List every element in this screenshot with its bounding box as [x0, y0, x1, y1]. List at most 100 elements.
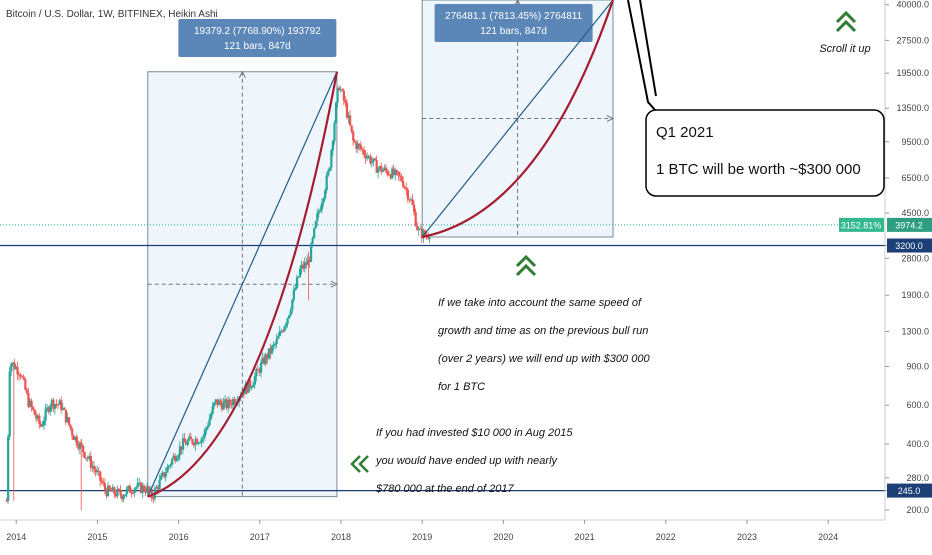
candle-body [394, 170, 397, 175]
candle-body [47, 407, 50, 412]
candle-body [52, 399, 55, 409]
candle-body [203, 429, 206, 437]
measure-label-line2-0: 121 bars, 847d [224, 41, 291, 52]
measure-arrow-1 [606, 115, 615, 122]
candle-body [214, 399, 217, 403]
candle-body [99, 471, 102, 481]
y-tick-label: 600.0 [906, 400, 929, 410]
candle-body [171, 459, 174, 465]
x-tick-label: 2024 [818, 532, 838, 542]
candle-body [156, 486, 160, 490]
candle-body [180, 446, 183, 450]
scroll-up-chevron-icon-2 [835, 19, 857, 33]
candle-body [280, 331, 283, 333]
candle-body [66, 417, 69, 423]
candle-body [316, 213, 319, 222]
candle-body [77, 445, 80, 449]
y-tick-label: 2800.0 [901, 253, 929, 263]
candle-body [281, 331, 285, 333]
candle-body [247, 380, 250, 393]
candle-body [147, 486, 150, 492]
callout-pointer [627, 0, 656, 111]
candle-body [13, 362, 16, 370]
candle-body [166, 466, 169, 473]
candle-body [284, 323, 288, 327]
y-tick-label: 1900.0 [901, 290, 929, 300]
projection-line-1 [421, 0, 614, 238]
candle-body [63, 407, 66, 410]
candle-body [303, 262, 306, 269]
candle-body [263, 357, 266, 364]
candle-body [319, 209, 322, 212]
candle-body [311, 237, 314, 244]
candle-body [46, 407, 49, 409]
candle-body [338, 87, 341, 91]
callout-box [645, 109, 885, 197]
candle-body [288, 315, 291, 319]
candle-body [341, 89, 344, 91]
x-tick-label: 2022 [656, 532, 676, 542]
candle-body [217, 400, 221, 406]
candle-body [256, 369, 260, 371]
candle-body [8, 371, 11, 437]
candle-body [144, 490, 147, 493]
y-tick-label: 280.0 [906, 473, 929, 483]
candle-body [413, 204, 416, 213]
candle-body [213, 402, 216, 407]
candle-body [5, 500, 8, 502]
candle-body [366, 156, 369, 159]
candle-body [67, 417, 71, 425]
candle-body [85, 457, 88, 459]
candle-body [375, 159, 378, 173]
candle-body [194, 439, 197, 446]
pct-label: 3152.81% [841, 220, 882, 230]
candle-body [195, 439, 199, 444]
candle-body [130, 492, 133, 494]
candle-body [233, 399, 236, 404]
speed-chevron-icon-1 [515, 254, 537, 268]
candle-body [330, 150, 333, 168]
candle-body [398, 175, 402, 177]
y-tick-label: 27500.0 [896, 35, 929, 45]
candle-body [163, 472, 166, 477]
candle-body [161, 472, 164, 476]
invest-text-line: If you had invested $10 000 in Aug 2015 [376, 427, 573, 439]
candle-body [172, 455, 175, 460]
measure-label-line1-1: 276481.1 (7813.45%) 2764811 [445, 11, 583, 22]
candle-body [69, 424, 72, 429]
scroll-up-chevron-icon [835, 10, 857, 33]
candle-body [131, 492, 135, 494]
candle-body [19, 375, 22, 377]
candle-body [355, 142, 358, 149]
candle-body [10, 363, 13, 372]
candle-body [202, 436, 205, 439]
overlay-lines [147, 0, 657, 498]
candle-body [339, 89, 342, 91]
candle-body [142, 485, 146, 491]
candle-body [205, 427, 208, 430]
candle-body [352, 131, 355, 141]
measure-arrow-0 [330, 280, 339, 288]
candle-body [292, 290, 295, 300]
candle-body [91, 465, 94, 468]
x-tick-label: 2021 [575, 532, 595, 542]
candle-body [158, 479, 161, 490]
x-tick-label: 2014 [6, 532, 26, 542]
candle-body [138, 482, 141, 484]
candle-body [57, 404, 60, 406]
candle-body [53, 404, 57, 409]
candle-body [127, 485, 130, 489]
x-tick-label: 2015 [87, 532, 107, 542]
candle-body [416, 225, 419, 231]
invest-text-line: you would have ended up with nearly [375, 455, 559, 467]
candle-body [150, 489, 153, 499]
candle-body [420, 228, 424, 239]
candle-body [27, 392, 30, 407]
candle-body [189, 436, 192, 440]
candle-body [414, 212, 417, 226]
candle-body [200, 438, 203, 443]
candle-body [272, 344, 275, 347]
candle-body [121, 495, 124, 500]
